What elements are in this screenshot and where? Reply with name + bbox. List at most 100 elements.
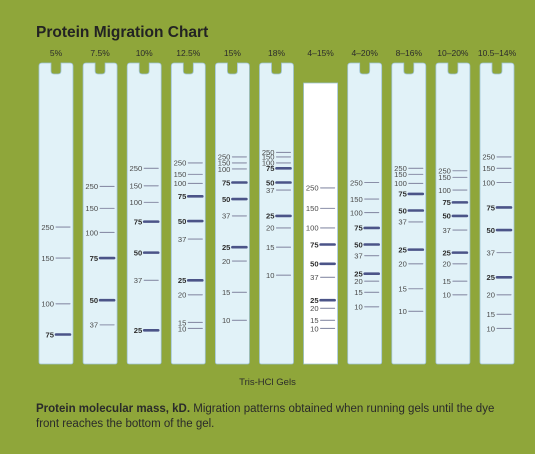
gel-lane-body xyxy=(38,62,74,365)
band-kd-label: 75 xyxy=(222,178,231,187)
band-kd-label: 25 xyxy=(442,248,451,257)
band-kd-label: 250 xyxy=(438,167,451,176)
band-kd-label: 50 xyxy=(442,212,450,221)
gel-lane-body xyxy=(391,62,427,365)
lane-percentage-label: 10.5–14% xyxy=(478,48,517,58)
lane-percentage-label: 4–20% xyxy=(351,48,378,58)
gel-lane: 10% 250 150 100 75 50 37 25 xyxy=(126,48,162,365)
band-kd-label: 37 xyxy=(222,212,230,221)
band-kd-label: 75 xyxy=(178,192,187,201)
band-kd-label: 25 xyxy=(134,326,143,335)
gel-lane-body xyxy=(435,62,471,365)
band-kd-label: 10 xyxy=(310,324,318,333)
band-kd-label: 250 xyxy=(394,164,407,173)
band-kd-label: 37 xyxy=(442,226,450,235)
band-kd-label: 250 xyxy=(174,159,187,168)
band-kd-label: 100 xyxy=(482,178,495,187)
lane-percentage-label: 10–20% xyxy=(437,48,469,58)
band-kd-label: 37 xyxy=(178,235,186,244)
band-kd-label: 150 xyxy=(174,170,187,179)
band-kd-label: 20 xyxy=(398,260,406,269)
band-kd-label: 250 xyxy=(350,178,363,187)
band-kd-label: 100 xyxy=(438,186,451,195)
band-kd-label: 50 xyxy=(398,206,406,215)
band-kd-label: 20 xyxy=(442,260,450,269)
band-kd-label: 37 xyxy=(354,251,362,260)
band-kd-label: 50 xyxy=(266,178,274,187)
band-kd-label: 150 xyxy=(482,164,495,173)
band-kd-label: 150 xyxy=(350,195,363,204)
band-kd-label: 37 xyxy=(90,321,98,330)
band-kd-label: 25 xyxy=(398,245,407,254)
band-kd-label: 25 xyxy=(222,243,231,252)
band-kd-label: 10 xyxy=(222,316,230,325)
band-kd-label: 250 xyxy=(41,223,54,232)
gel-lane-body xyxy=(170,62,206,365)
band-kd-label: 25 xyxy=(310,296,319,305)
band-kd-label: 50 xyxy=(487,226,495,235)
band-kd-label: 20 xyxy=(178,291,186,300)
gel-lane-body xyxy=(303,82,338,365)
band-kd-label: 10 xyxy=(442,291,450,300)
band-kd-label: 75 xyxy=(487,203,496,212)
gel-lane-body xyxy=(479,62,515,365)
band-kd-label: 15 xyxy=(222,288,230,297)
band-kd-label: 250 xyxy=(262,148,275,157)
band-kd-label: 100 xyxy=(306,224,319,233)
band-kd-label: 75 xyxy=(90,254,99,263)
band-kd-label: 37 xyxy=(266,186,274,195)
band-kd-label: 25 xyxy=(487,273,496,282)
band-kd-label: 20 xyxy=(310,304,318,313)
gel-lane-body xyxy=(347,62,383,365)
chart-title: Protein Migration Chart xyxy=(36,24,209,41)
band-kd-label: 20 xyxy=(354,277,362,286)
band-kd-label: 75 xyxy=(354,224,363,233)
band-kd-label: 75 xyxy=(266,164,275,173)
band-kd-label: 100 xyxy=(85,228,98,237)
band-kd-label: 150 xyxy=(130,182,143,191)
band-kd-label: 100 xyxy=(41,300,54,309)
band-kd-label: 75 xyxy=(46,330,55,339)
lane-percentage-label: 4–15% xyxy=(307,48,334,58)
band-kd-label: 150 xyxy=(218,159,231,168)
gel-lane: 10.5–14% 250 150 100 75 50 37 25 20 15 10 xyxy=(478,48,517,365)
gel-lane-body xyxy=(215,62,250,365)
band-kd-label: 37 xyxy=(487,248,495,257)
band-kd-label: 150 xyxy=(306,204,319,213)
band-kd-label: 100 xyxy=(350,208,363,217)
band-kd-label: 250 xyxy=(482,153,495,162)
band-kd-label: 50 xyxy=(178,217,186,226)
band-kd-label: 50 xyxy=(354,240,362,249)
band-kd-label: 20 xyxy=(222,257,230,266)
band-kd-label: 25 xyxy=(354,270,363,279)
band-kd-label: 150 xyxy=(438,173,451,182)
band-kd-label: 50 xyxy=(310,260,318,269)
band-kd-label: 15 xyxy=(266,243,274,252)
band-kd-label: 100 xyxy=(218,165,231,174)
figure-caption: Protein molecular mass, kD. Migration pa… xyxy=(36,402,516,432)
band-kd-label: 150 xyxy=(394,170,407,179)
band-kd-label: 100 xyxy=(394,179,407,188)
band-kd-label: 15 xyxy=(487,310,495,319)
band-kd-label: 50 xyxy=(222,195,230,204)
caption-heading: Protein molecular mass, kD. xyxy=(36,403,191,415)
lane-percentage-label: 15% xyxy=(224,48,241,58)
lane-percentage-label: 8–16% xyxy=(396,48,423,58)
band-kd-label: 75 xyxy=(398,190,407,199)
gel-lane: 5% 250 150 100 75 xyxy=(38,48,74,365)
band-kd-label: 75 xyxy=(134,217,143,226)
band-kd-label: 15 xyxy=(398,285,406,294)
band-kd-label: 25 xyxy=(266,212,275,221)
band-kd-label: 150 xyxy=(262,153,275,162)
band-kd-label: 75 xyxy=(310,240,319,249)
band-kd-label: 25 xyxy=(178,276,187,285)
lane-percentage-label: 12.5% xyxy=(176,48,201,58)
band-kd-label: 250 xyxy=(85,182,98,191)
